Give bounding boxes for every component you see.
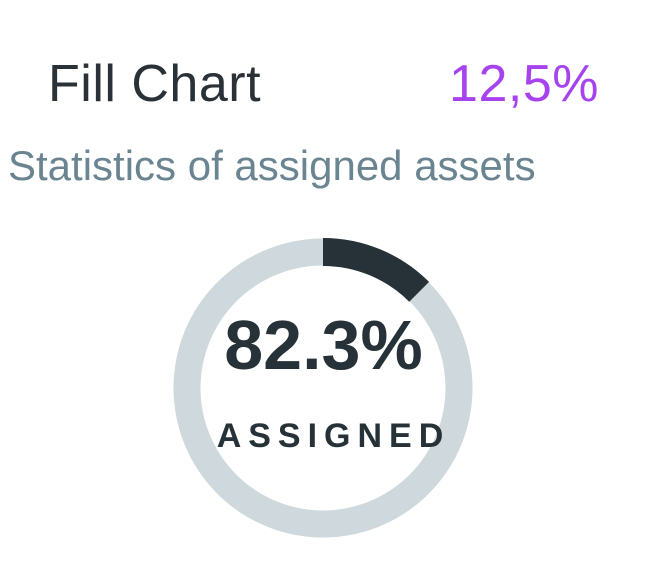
- donut-chart: [173, 238, 473, 538]
- fill-percentage: 12,5%: [449, 55, 599, 113]
- center-value: 82.3%: [224, 306, 423, 384]
- donut-fill-arc: [322, 238, 430, 303]
- donut-track: [173, 238, 473, 538]
- center-label: ASSIGNED: [216, 417, 451, 455]
- chart-title: Fill Chart: [48, 55, 262, 113]
- chart-subtitle: Statistics of assigned assets: [8, 142, 536, 189]
